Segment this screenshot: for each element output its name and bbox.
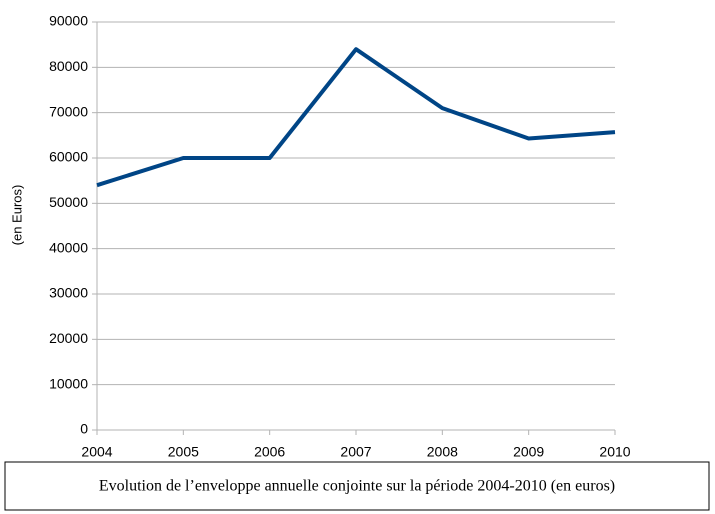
x-tick-label: 2007 [340,444,371,460]
x-tick-label: 2008 [427,444,458,460]
x-tick-label: 2004 [81,444,112,460]
y-tick-label: 0 [80,421,88,437]
line-series [96,47,616,188]
x-tick-label: 2006 [254,444,285,460]
y-tick-label: 30000 [49,285,88,301]
y-tick-label: 60000 [49,149,88,165]
y-tick-label: 70000 [49,103,88,119]
y-tick-label: 90000 [49,13,88,29]
x-tick-label: 2009 [513,444,544,460]
y-tick-label: 10000 [49,375,88,391]
x-tick-label: 2005 [168,444,199,460]
y-tick-label: 40000 [49,239,88,255]
caption-box [4,461,710,511]
y-axis-label: (en Euros) [9,185,24,246]
x-tick-label: 2010 [599,444,630,460]
y-tick-label: 50000 [49,194,88,210]
caption: Evolution de l’enveloppe annuelle conjoi… [99,478,615,495]
y-tick-label: 20000 [49,330,88,346]
y-tick-label: 80000 [49,58,88,74]
